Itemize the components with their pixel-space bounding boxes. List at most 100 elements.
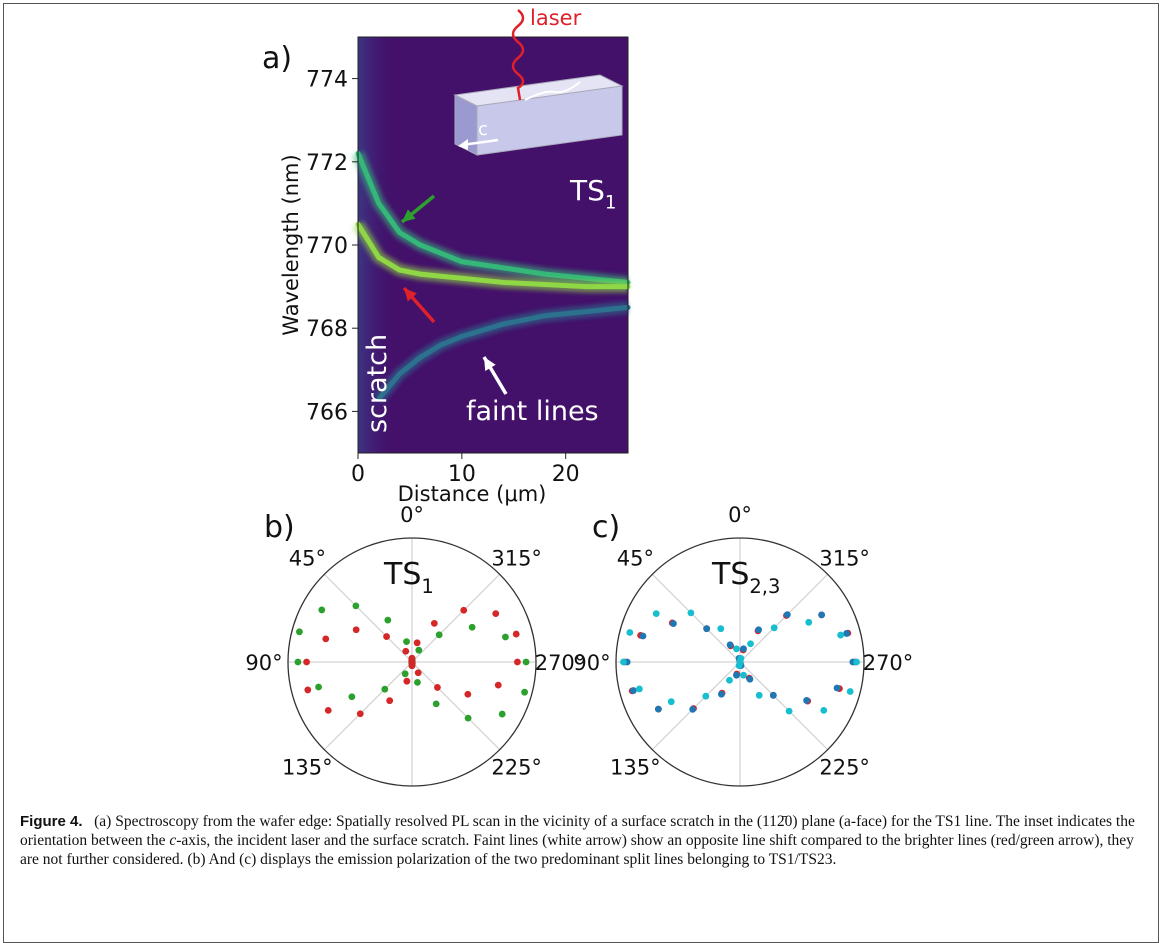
polar-point — [325, 707, 332, 714]
polar-point — [403, 678, 410, 685]
caption-miller: (112̄0) — [757, 813, 798, 830]
polar-point — [431, 620, 438, 627]
caption-label: Figure 4. — [20, 813, 83, 830]
theta-tick-label: 90° — [573, 651, 610, 675]
theta-tick-label: 135° — [610, 756, 661, 780]
theta-tick-label: 180° — [715, 799, 766, 800]
x-tick-label: 0 — [351, 462, 365, 487]
polar-point — [403, 638, 410, 645]
panel-label: c) — [592, 510, 620, 545]
polar-point — [630, 687, 637, 694]
polar-point — [738, 655, 745, 662]
polar-point — [469, 624, 476, 631]
polar-point — [460, 607, 467, 614]
polar-point — [747, 676, 754, 683]
polar-point — [620, 659, 627, 666]
annotation-laser: laser — [530, 6, 582, 30]
polar-point — [726, 677, 733, 684]
polar-point — [747, 640, 754, 647]
polar-point — [514, 659, 521, 666]
panel-label: a) — [262, 41, 292, 76]
title-main: TS — [383, 557, 421, 592]
annotation-c-axis: c — [478, 119, 488, 140]
theta-tick-label: 225° — [819, 756, 870, 780]
polar-point — [352, 602, 359, 609]
y-tick-label: 774 — [306, 68, 348, 93]
polar-point — [353, 626, 360, 633]
polar-point — [727, 641, 734, 648]
title-subscript: 1 — [421, 575, 433, 598]
polar-point — [702, 693, 709, 700]
y-tick-label: 770 — [306, 234, 348, 259]
polar-point — [847, 688, 854, 695]
polar-point — [636, 686, 643, 693]
polar-point — [784, 611, 791, 618]
polar-point — [315, 684, 322, 691]
polar-point — [733, 672, 740, 679]
polar-point — [521, 689, 528, 696]
x-tick-label: 20 — [552, 462, 580, 487]
theta-tick-label: 270° — [863, 651, 914, 675]
polar-point — [434, 684, 441, 691]
polar-point — [820, 707, 827, 714]
title-main: TS — [711, 557, 749, 592]
polar-point — [414, 639, 421, 646]
polar-point — [322, 635, 329, 642]
annotation-scratch: scratch — [362, 334, 393, 433]
theta-tick-label: 135° — [282, 756, 333, 780]
polar-point — [668, 698, 675, 705]
theta-tick-label: 180° — [387, 799, 438, 800]
polar-point — [755, 626, 762, 633]
polar-point — [626, 629, 633, 636]
y-tick-label: 768 — [306, 317, 348, 342]
polar-point — [464, 691, 471, 698]
polar-point — [770, 692, 777, 699]
radial-grid-line — [412, 662, 500, 750]
polar-point — [653, 610, 660, 617]
polar-point — [415, 669, 422, 676]
polar-point — [295, 659, 302, 666]
theta-tick-label: 90° — [245, 651, 282, 675]
panel-title: TS1 — [383, 557, 434, 598]
polar-point — [853, 659, 860, 666]
polar-point — [414, 679, 421, 686]
polar-point — [837, 632, 844, 639]
y-tick-label: 766 — [306, 400, 348, 425]
theta-tick-label: 315° — [819, 546, 870, 570]
polar-point — [296, 628, 303, 635]
theta-tick-label: 225° — [491, 756, 542, 780]
polar-point — [433, 700, 440, 707]
title-main: TS — [569, 174, 605, 207]
caption-text: -axis, the incident laser and the surfac… — [20, 832, 1134, 868]
polar-point — [670, 620, 677, 627]
annotation-faint: faint lines — [466, 396, 599, 427]
page: {"chart_data": [ {"type": "line", "panel… — [0, 0, 1165, 931]
title-subscript: 2,3 — [749, 575, 780, 598]
title-subscript: 1 — [605, 192, 617, 213]
polar-point — [733, 645, 740, 652]
figure-caption: Figure 4. (a) Spectroscopy from the wafe… — [20, 812, 1145, 869]
polar-point — [492, 610, 499, 617]
y-tick-label: 772 — [306, 151, 348, 176]
panel-label: b) — [264, 510, 295, 545]
polar-point — [786, 708, 793, 715]
theta-tick-label: 315° — [491, 546, 542, 570]
polar-point — [495, 682, 502, 689]
radial-grid-line — [652, 662, 740, 750]
polar-point — [402, 648, 409, 655]
polar-point — [409, 660, 416, 667]
polar-point — [436, 631, 443, 638]
polar-point — [357, 710, 364, 717]
polar-point — [303, 659, 310, 666]
polar-point — [703, 625, 710, 632]
y-axis-label: Wavelength (nm) — [279, 154, 303, 335]
theta-tick-label: 45° — [617, 546, 654, 570]
polar-point — [318, 607, 325, 614]
panel-title: TS2,3 — [711, 557, 780, 598]
polar-point — [740, 645, 747, 652]
radial-grid-line — [740, 662, 828, 750]
polar-point — [348, 693, 355, 700]
theta-tick-label: 0° — [728, 503, 752, 527]
polar-point — [402, 670, 409, 677]
